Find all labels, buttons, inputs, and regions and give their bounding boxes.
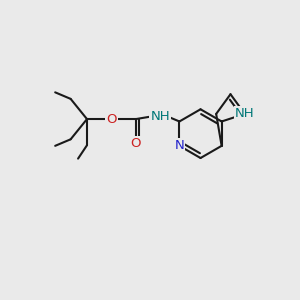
Text: NH: NH [235, 107, 255, 120]
Text: O: O [106, 112, 117, 126]
Text: NH: NH [150, 110, 170, 123]
Text: O: O [130, 137, 141, 150]
Text: N: N [175, 139, 184, 152]
